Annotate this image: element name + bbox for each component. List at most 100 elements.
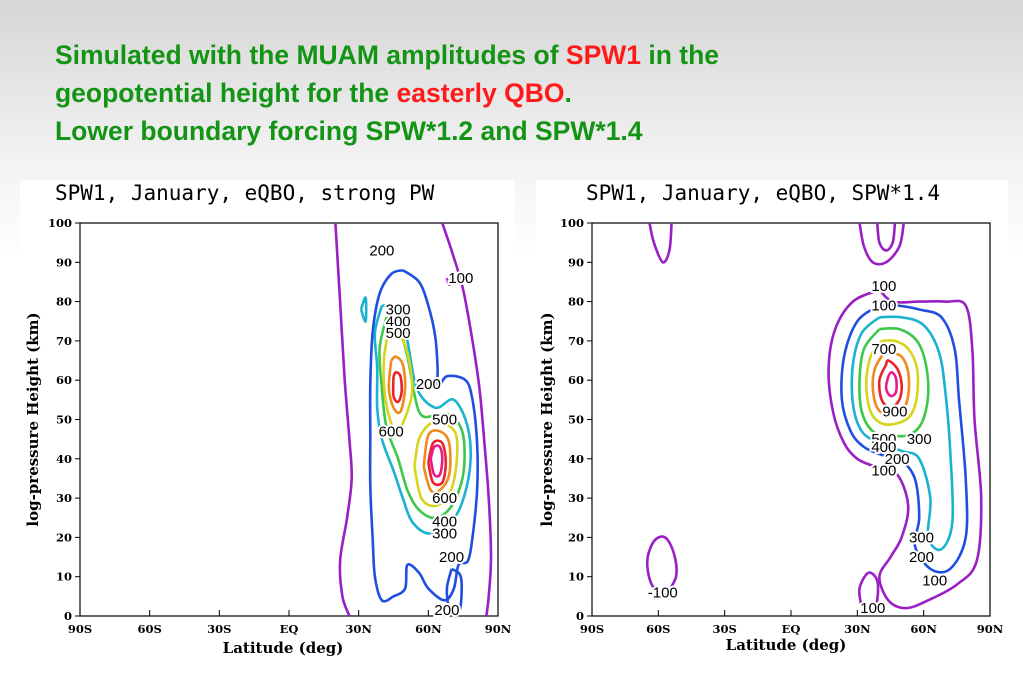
x-axis: 90S 60S 30S EQ 30N 60N 90N — [580, 610, 1004, 636]
contour-line-700 — [427, 439, 448, 487]
contour-label: 300 — [907, 431, 932, 448]
y-tick-label: 60 — [56, 373, 72, 387]
contour-line-300 — [850, 315, 955, 552]
y-tick-label: 100 — [560, 216, 584, 230]
contour-label: 500 — [386, 325, 411, 342]
contour-chart-left: SPW1, January, eQBO, strong PW 0 10 20 30 40… — [24, 181, 512, 657]
y-tick-label: 50 — [56, 413, 72, 427]
contour-label: 300 — [909, 529, 934, 546]
contour-label: 200 — [909, 549, 934, 566]
x-tick-label: 90S — [68, 622, 92, 636]
title-line1-part2: in the — [641, 40, 720, 70]
x-axis: 90S 60S 30S EQ 30N 60N 90N — [68, 610, 512, 636]
y-tick-label: 10 — [56, 570, 72, 584]
x-tick-label: 30N — [844, 622, 871, 636]
y-tick-label: 20 — [568, 530, 584, 544]
contour-line-100 — [648, 222, 673, 264]
x-tick-label: 90N — [977, 622, 1004, 636]
title-line2-highlight: easterly QBO — [396, 78, 565, 108]
contour-label: 500 — [432, 412, 457, 429]
contour-label: 900 — [882, 404, 907, 421]
y-tick-label: 50 — [568, 413, 584, 427]
contour-label: 100 — [860, 600, 885, 617]
contour-label: 200 — [416, 376, 441, 393]
contour-line-100 — [858, 222, 906, 266]
y-tick-label: 90 — [568, 255, 584, 269]
y-tick-label: 40 — [56, 452, 72, 466]
contour-line-400 — [378, 316, 466, 520]
contour-line-600 — [871, 351, 911, 418]
title-line3: Lower boundary forcing SPW*1.2 and SPW*1… — [55, 116, 643, 146]
contour-label: 600 — [432, 490, 457, 507]
chart-panel-right: SPW1, January, eQBO, SPW*1.4 0 10 20 30 40 50… — [536, 180, 1008, 662]
x-axis-label: Latitude (deg) — [726, 636, 847, 654]
contour-line-600 — [387, 355, 407, 415]
contour-line-400 — [858, 326, 930, 438]
x-tick-label: EQ — [280, 622, 299, 636]
y-tick-label: 10 — [568, 570, 584, 584]
contour-line-200 — [445, 567, 464, 618]
y-tick-label: 70 — [56, 334, 72, 348]
contour-line-100 — [334, 222, 354, 617]
y-tick-label: 40 — [568, 452, 584, 466]
contour-line-500 — [382, 327, 414, 433]
contour-label: 200 — [369, 243, 394, 260]
slide-title: Simulated with the MUAM amplitudes of SP… — [55, 36, 1005, 150]
contour-label: -100 — [648, 584, 678, 601]
y-tick-label: 0 — [64, 609, 72, 623]
y-axis: 0 10 20 30 40 50 60 70 80 90 100 — [560, 216, 592, 623]
x-axis-label: Latitude (deg) — [223, 639, 344, 657]
chart-title: SPW1, January, eQBO, strong PW — [55, 181, 435, 205]
x-tick-label: 60N — [415, 622, 442, 636]
contour-label: 100 — [871, 463, 896, 480]
contour-line-700 — [877, 359, 903, 409]
x-tick-label: 30S — [713, 622, 737, 636]
title-line2-part1: geopotential height for the — [55, 78, 397, 108]
contour-label: 700 — [871, 341, 896, 358]
contour-label: 100 — [448, 270, 473, 287]
contour-label: 200 — [439, 549, 464, 566]
contour-line-100 — [827, 288, 983, 610]
contour-line-100 — [441, 222, 493, 617]
x-tick-label: 30N — [345, 622, 372, 636]
contour-lines — [645, 222, 983, 613]
contour-label: 300 — [432, 525, 457, 542]
contour-line-800 — [429, 444, 444, 478]
contour-line-100 — [857, 571, 880, 613]
contour-label: 500 — [871, 431, 896, 448]
contour-label: 200 — [885, 451, 910, 468]
y-tick-label: 30 — [568, 491, 584, 505]
y-tick-label: 70 — [568, 334, 584, 348]
contour-line-800 — [884, 371, 898, 398]
y-tick-label: 60 — [568, 373, 584, 387]
contour-line-500 — [413, 420, 459, 508]
contour-label: 600 — [379, 423, 404, 440]
x-tick-label: 60N — [910, 622, 937, 636]
x-tick-label: EQ — [782, 622, 801, 636]
y-tick-label: 100 — [48, 216, 72, 230]
contour-line-100 — [445, 277, 453, 286]
title-line2-part2: . — [564, 78, 572, 108]
y-axis-label: log-pressure Height (km) — [24, 312, 42, 526]
contour-line-300 — [373, 304, 472, 535]
title-line1-highlight: SPW1 — [565, 40, 641, 70]
contour-line-200 — [840, 303, 969, 574]
y-tick-label: 80 — [568, 295, 584, 309]
chart-title: SPW1, January, eQBO, SPW*1.4 — [586, 181, 940, 205]
x-tick-label: 60S — [138, 622, 162, 636]
x-tick-label: 90N — [485, 622, 512, 636]
contour-label: 100 — [922, 573, 947, 590]
y-tick-label: 90 — [56, 255, 72, 269]
y-tick-label: 0 — [576, 609, 584, 623]
y-tick-label: 20 — [56, 530, 72, 544]
contour-lines — [334, 222, 493, 618]
contour-label: 400 — [871, 439, 896, 456]
contour-label: 200 — [434, 602, 459, 619]
y-tick-label: 30 — [56, 491, 72, 505]
contour-label: 100 — [871, 278, 896, 295]
contour-label: 400 — [432, 514, 457, 531]
y-axis: 0 10 20 30 40 50 60 70 80 90 100 — [48, 216, 80, 623]
contour-line-300 — [359, 296, 368, 323]
